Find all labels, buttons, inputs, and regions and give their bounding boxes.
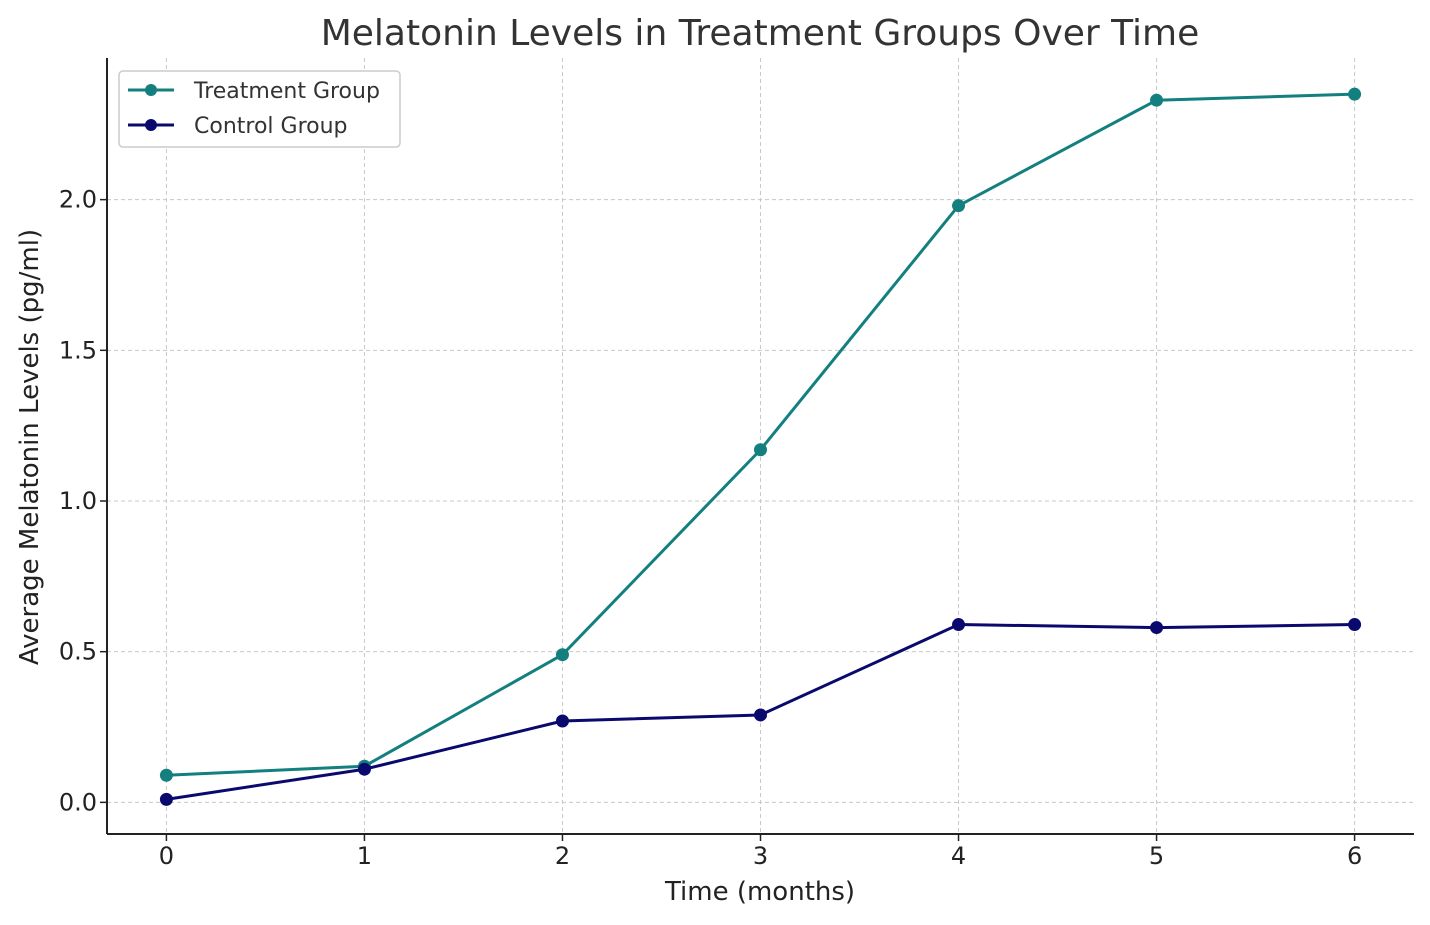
- axes: [100, 58, 1414, 841]
- x-tick-label: 6: [1347, 842, 1362, 870]
- x-axis-label: Time (months): [664, 877, 855, 907]
- data-point-treatment-group: [754, 443, 767, 457]
- tick-labels: 0 1 2 3 4 5 6 0.0 0.5 1.0 1.5 2.0: [59, 186, 1362, 870]
- data-point-treatment-group: [1150, 93, 1164, 107]
- x-tick-label: 4: [951, 842, 966, 870]
- data-point-control-group: [357, 762, 371, 776]
- data-point-treatment-group: [952, 199, 966, 213]
- legend-box: [118, 70, 401, 148]
- legend-label-control: Control Group: [194, 114, 348, 139]
- x-tick-label: 5: [1149, 842, 1164, 870]
- y-tick-label: 1.0: [59, 487, 97, 515]
- data-point-control-group: [555, 714, 569, 728]
- data-point-control-group: [159, 792, 173, 806]
- x-tick-label: 2: [555, 842, 570, 870]
- data-point-control-group: [1348, 618, 1362, 632]
- x-tick-label: 0: [159, 842, 174, 870]
- series-layer: [159, 87, 1362, 806]
- legend-marker-control: [145, 119, 157, 131]
- chart-title: Melatonin Levels in Treatment Groups Ove…: [321, 13, 1200, 54]
- x-tick-label: 1: [357, 842, 372, 870]
- data-point-treatment-group: [1348, 87, 1362, 101]
- data-point-treatment-group: [159, 768, 173, 782]
- x-tick-label: 3: [753, 842, 768, 870]
- legend-marker-treatment: [145, 84, 157, 96]
- y-axis-label: Average Melatonin Levels (pg/ml): [15, 229, 45, 665]
- data-point-treatment-group: [555, 648, 569, 662]
- y-tick-label: 0.0: [59, 788, 97, 816]
- data-point-control-group: [1150, 621, 1164, 635]
- data-point-control-group: [754, 708, 767, 722]
- y-tick-label: 0.5: [59, 638, 97, 666]
- y-tick-label: 1.5: [59, 336, 97, 364]
- legend-label-treatment: Treatment Group: [193, 79, 380, 104]
- legend: Treatment Group Control Group: [118, 70, 401, 148]
- grid: [107, 58, 1414, 834]
- data-point-control-group: [952, 618, 966, 632]
- y-tick-label: 2.0: [59, 186, 97, 214]
